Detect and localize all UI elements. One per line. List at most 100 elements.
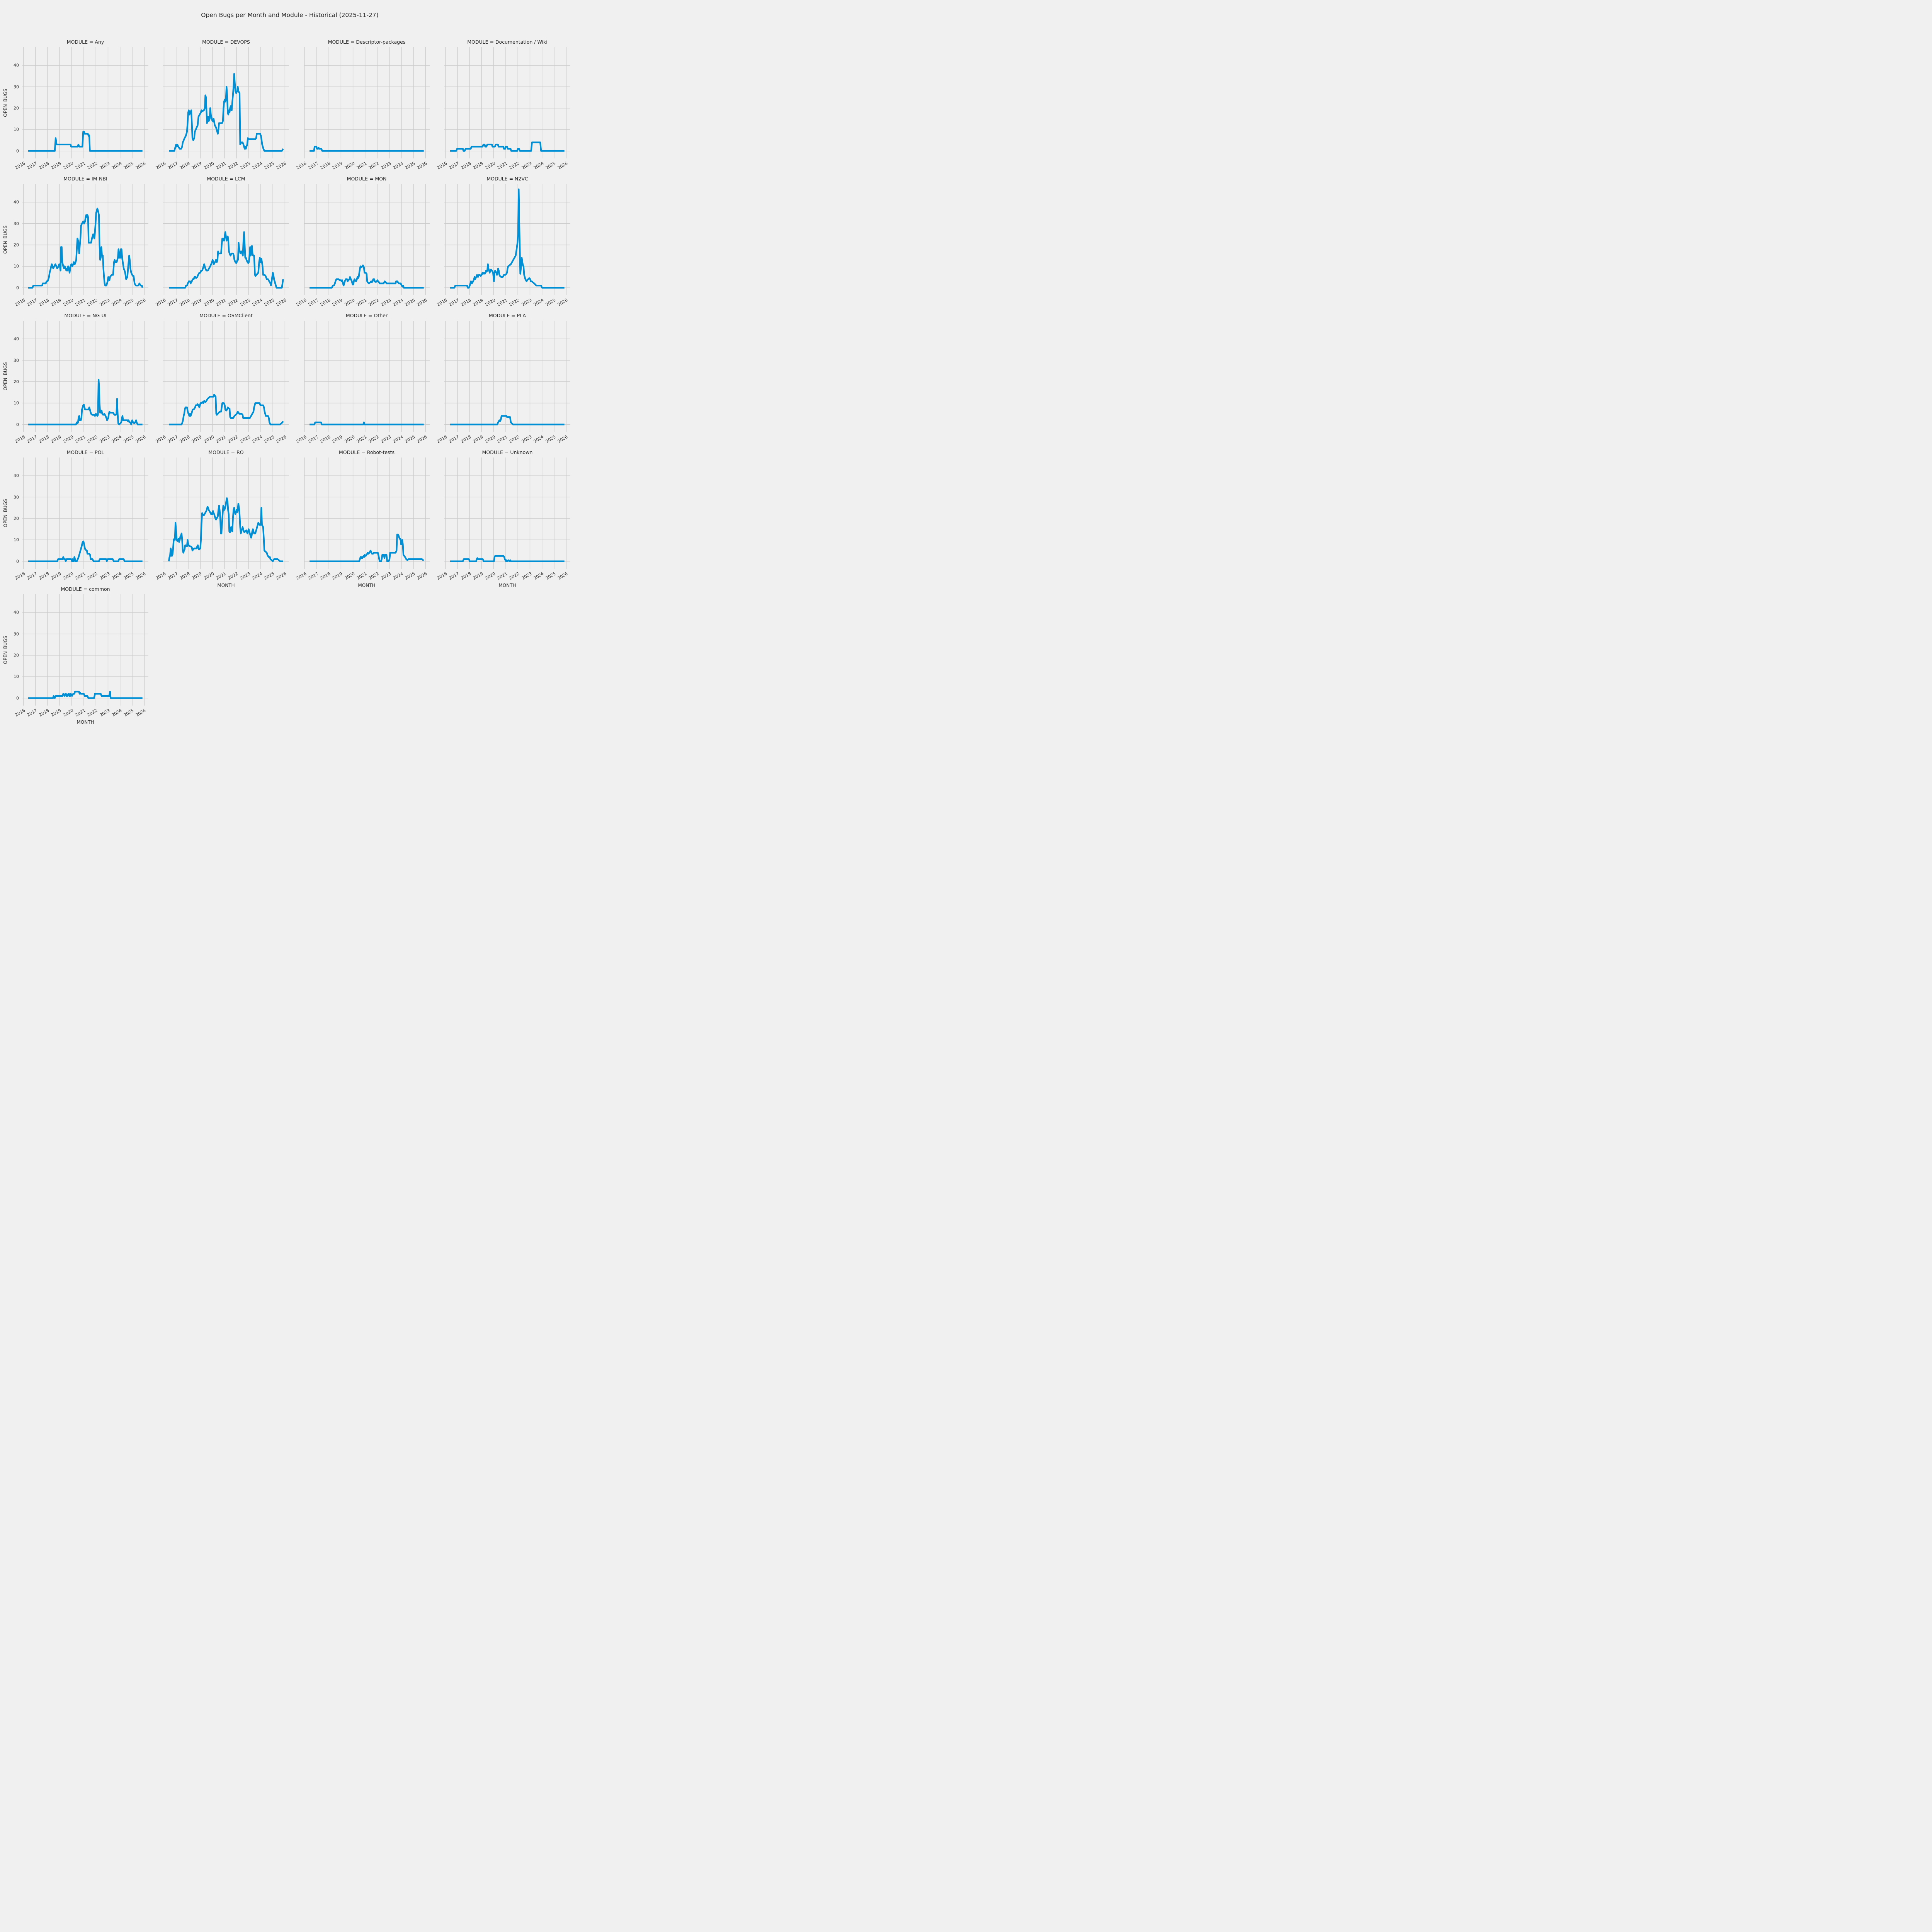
y-tick-label: 20	[14, 105, 19, 111]
facet-plot	[444, 47, 570, 158]
open-bugs-line	[169, 231, 284, 289]
facet-title: MODULE = PLA	[488, 313, 526, 318]
x-tick-label: 2025	[122, 161, 135, 171]
x-tick-label: 2019	[50, 298, 62, 308]
open-bugs-line	[28, 131, 143, 152]
x-tick-label: 2021	[355, 434, 368, 444]
facet-title: MODULE = LCM	[207, 176, 245, 182]
facet-title: MODULE = Any	[66, 39, 104, 45]
x-tick-label: 2017	[307, 298, 320, 308]
x-tick-label: 2021	[215, 434, 227, 444]
x-tick-label: 2021	[496, 298, 509, 308]
facet-plot	[163, 184, 289, 295]
facet-plot	[304, 457, 430, 569]
x-tick-label: 2018	[38, 571, 50, 581]
x-tick-label: 2025	[263, 434, 276, 444]
x-tick-label: 2019	[191, 571, 203, 581]
x-axis-label: MONTH	[217, 583, 235, 588]
x-tick-label: 2021	[74, 298, 87, 308]
x-tick-label: 2019	[472, 434, 484, 444]
x-tick-label: 2026	[276, 571, 287, 581]
x-tick-label: 2023	[99, 434, 111, 444]
x-tick-label: 2018	[460, 161, 472, 171]
x-tick-label: 2019	[472, 161, 484, 171]
x-tick-label: 2016	[14, 161, 26, 171]
open-bugs-line	[169, 394, 284, 425]
x-tick-label: 2023	[239, 434, 251, 444]
facet-unknown: MODULE = Unknown 2016 2017 2018 2019 2020 2021…	[436, 449, 570, 588]
x-tick-label: 2019	[50, 434, 62, 444]
x-tick-label: 2016	[155, 434, 167, 444]
x-tick-label: 2025	[263, 161, 276, 171]
x-tick-label: 2018	[460, 434, 472, 444]
x-tick-label: 2018	[179, 571, 191, 581]
x-tick-label: 2024	[392, 434, 404, 444]
figure-canvas: Open Bugs per Month and Module - Histori…	[0, 0, 580, 725]
x-tick-label: 2016	[155, 298, 167, 308]
x-tick-label: 2024	[532, 571, 545, 581]
x-tick-label: 2020	[62, 708, 75, 718]
facet-n2vc: MODULE = N2VC 2016 2017 2018 2019 2020 2021 202…	[436, 176, 570, 307]
x-tick-label: 2024	[111, 434, 123, 444]
x-tick-label: 2017	[26, 571, 38, 581]
x-tick-label: 2023	[520, 298, 532, 308]
x-tick-label: 2020	[484, 298, 497, 308]
x-tick-label: 2026	[557, 161, 569, 171]
x-tick-label: 2016	[295, 298, 307, 308]
x-tick-label: 2025	[122, 708, 135, 718]
x-tick-label: 2023	[380, 434, 392, 444]
x-tick-label: 2018	[38, 298, 50, 308]
x-tick-label: 2018	[319, 434, 332, 444]
x-tick-label: 2025	[404, 161, 416, 171]
x-tick-label: 2021	[74, 571, 87, 581]
facet-ro: MODULE = RO 2016 2017 2018 2019 2020 2021 2022 2…	[155, 449, 289, 588]
x-tick-label: 2016	[14, 434, 26, 444]
x-tick-label: 2025	[404, 298, 416, 308]
x-tick-label: 2016	[155, 571, 167, 581]
x-tick-label: 2017	[167, 571, 179, 581]
x-tick-label: 2018	[179, 434, 191, 444]
x-tick-label: 2026	[276, 298, 287, 308]
open-bugs-line	[28, 207, 143, 289]
x-tick-label: 2021	[355, 161, 368, 171]
x-tick-label: 2026	[557, 571, 569, 581]
y-tick-label: 0	[16, 285, 19, 291]
y-tick-label: 10	[14, 264, 19, 269]
x-tick-label: 2019	[50, 708, 62, 718]
x-tick-label: 2024	[251, 161, 264, 171]
facet-title: MODULE = Documentation / Wiki	[467, 39, 548, 45]
x-tick-label: 2020	[203, 298, 215, 308]
y-tick-label: 0	[16, 148, 19, 154]
x-axis-label: MONTH	[498, 583, 516, 588]
x-tick-label: 2016	[14, 298, 26, 308]
facet-plot	[22, 594, 148, 706]
open-bugs-line	[450, 415, 565, 425]
x-tick-label: 2022	[86, 708, 99, 718]
x-tick-label: 2017	[167, 161, 179, 171]
x-tick-label: 2020	[62, 434, 75, 444]
x-tick-label: 2026	[557, 298, 569, 308]
x-tick-label: 2023	[99, 708, 111, 718]
x-tick-label: 2023	[380, 161, 392, 171]
x-tick-label: 2024	[532, 434, 545, 444]
open-bugs-line	[168, 497, 283, 562]
facet-title: MODULE = IM-NBI	[63, 176, 107, 182]
facet-plot	[444, 457, 570, 569]
x-tick-label: 2021	[215, 161, 227, 171]
x-tick-label: 2024	[251, 571, 264, 581]
x-tick-label: 2018	[460, 571, 472, 581]
y-axis-label: OPEN_BUGS	[3, 88, 8, 117]
x-tick-label: 2021	[496, 571, 509, 581]
y-tick-label: 30	[14, 84, 19, 89]
facet-title: MODULE = MON	[347, 176, 387, 182]
x-tick-label: 2019	[472, 298, 484, 308]
x-tick-label: 2024	[251, 434, 264, 444]
x-tick-label: 2017	[448, 298, 460, 308]
x-tick-label: 2020	[344, 434, 356, 444]
facet-title: MODULE = N2VC	[486, 176, 528, 182]
x-tick-label: 2025	[404, 571, 416, 581]
x-tick-label: 2022	[508, 434, 520, 444]
x-tick-label: 2022	[508, 298, 520, 308]
x-tick-label: 2024	[111, 708, 123, 718]
open-bugs-line	[450, 188, 565, 289]
